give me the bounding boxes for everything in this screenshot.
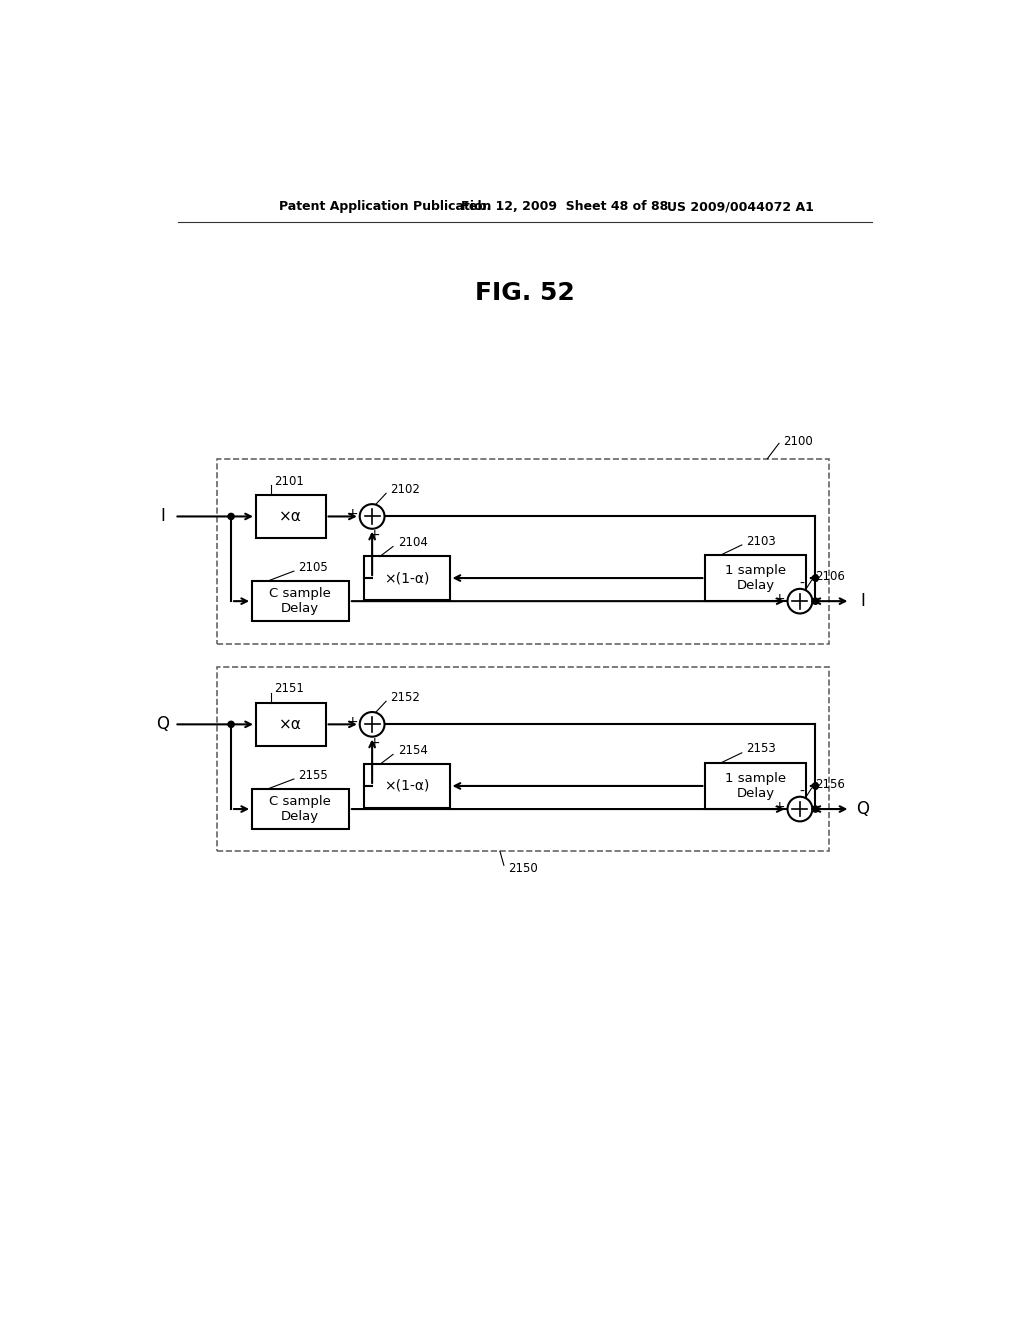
- Circle shape: [812, 598, 818, 605]
- Text: 2156: 2156: [815, 777, 845, 791]
- Text: US 2009/0044072 A1: US 2009/0044072 A1: [667, 201, 813, 214]
- Text: 2105: 2105: [299, 561, 329, 574]
- Text: ×(1-α): ×(1-α): [384, 572, 430, 585]
- Circle shape: [812, 807, 818, 812]
- Circle shape: [787, 797, 812, 821]
- Text: 2104: 2104: [397, 536, 428, 549]
- Text: -: -: [800, 577, 805, 591]
- Text: 2106: 2106: [815, 570, 845, 583]
- Bar: [706, 554, 806, 601]
- Text: +: +: [774, 800, 785, 813]
- Circle shape: [812, 783, 818, 789]
- Bar: [365, 764, 450, 808]
- Bar: [217, 667, 829, 851]
- Text: 1 sample
Delay: 1 sample Delay: [725, 772, 786, 800]
- Text: +: +: [369, 528, 380, 543]
- Text: 2100: 2100: [783, 436, 813, 449]
- Text: C sample
Delay: C sample Delay: [269, 795, 331, 824]
- Text: ×α: ×α: [280, 717, 302, 731]
- Bar: [252, 581, 349, 622]
- Circle shape: [228, 721, 234, 727]
- Text: FIG. 52: FIG. 52: [475, 281, 574, 305]
- Circle shape: [228, 513, 234, 520]
- Text: Q: Q: [856, 800, 869, 818]
- Text: 2155: 2155: [299, 768, 329, 781]
- Text: Patent Application Publication: Patent Application Publication: [280, 201, 492, 214]
- Text: 2151: 2151: [273, 682, 303, 696]
- Text: 2102: 2102: [390, 483, 420, 496]
- Bar: [252, 789, 349, 829]
- Text: 2153: 2153: [746, 742, 776, 755]
- Text: ×(1-α): ×(1-α): [384, 779, 430, 793]
- Text: +: +: [347, 715, 358, 729]
- Text: Feb. 12, 2009  Sheet 48 of 88: Feb. 12, 2009 Sheet 48 of 88: [461, 201, 669, 214]
- Bar: [706, 763, 806, 809]
- Text: I: I: [860, 593, 865, 610]
- Text: 2154: 2154: [397, 744, 428, 758]
- Circle shape: [787, 589, 812, 614]
- Circle shape: [359, 504, 385, 529]
- Text: -: -: [800, 785, 805, 799]
- Text: 2150: 2150: [508, 862, 538, 875]
- Text: +: +: [774, 591, 785, 606]
- Circle shape: [812, 576, 818, 581]
- Text: +: +: [369, 735, 380, 750]
- Bar: [256, 495, 326, 539]
- Text: 2103: 2103: [746, 535, 776, 548]
- Bar: [217, 459, 829, 644]
- Text: 1 sample
Delay: 1 sample Delay: [725, 564, 786, 593]
- Text: I: I: [161, 507, 165, 525]
- Text: Q: Q: [157, 715, 169, 734]
- Text: +: +: [347, 507, 358, 521]
- Text: ×α: ×α: [280, 510, 302, 524]
- Text: C sample
Delay: C sample Delay: [269, 587, 331, 615]
- Text: 2101: 2101: [273, 474, 303, 487]
- Text: 2152: 2152: [390, 690, 420, 704]
- Bar: [365, 557, 450, 599]
- Circle shape: [359, 711, 385, 737]
- Bar: [256, 702, 326, 746]
